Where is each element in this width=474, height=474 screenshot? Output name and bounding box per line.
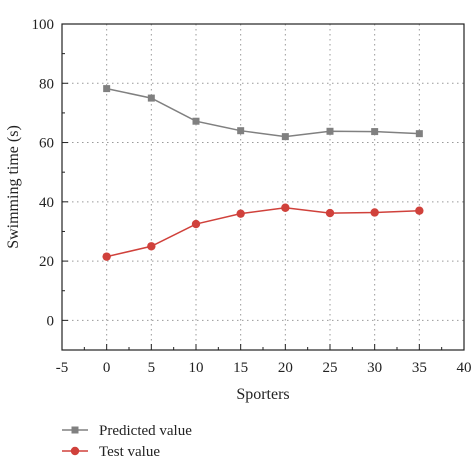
legend-label: Predicted value — [99, 423, 192, 439]
series-line-predicted — [106, 87, 420, 138]
x-tick-label: 25 — [323, 360, 338, 376]
x-tick-label: 10 — [189, 360, 204, 376]
predicted-point — [237, 127, 245, 135]
predicted-point — [371, 128, 379, 136]
series — [102, 85, 424, 261]
grid — [62, 24, 464, 350]
x-tick-label: 5 — [148, 360, 156, 376]
predicted-point — [147, 94, 155, 102]
predicted-point — [192, 117, 200, 125]
x-tick-label: 0 — [103, 360, 111, 376]
predicted-point — [415, 130, 423, 138]
test-point — [236, 209, 245, 218]
x-tick-label: 15 — [233, 360, 248, 376]
x-tick-label: 35 — [412, 360, 427, 376]
y-tick-label: 60 — [39, 136, 54, 152]
test-point — [191, 219, 201, 229]
test-point — [370, 208, 379, 217]
y-tick-label: 20 — [39, 254, 54, 270]
x-tick-label: 40 — [457, 360, 472, 376]
test-point — [325, 208, 335, 218]
x-tick-label: 30 — [367, 360, 382, 376]
y-tick-label: 0 — [47, 313, 55, 329]
legend: Predicted value Test value — [62, 423, 192, 460]
legend-marker-circle — [70, 446, 80, 456]
y-tick-label: 80 — [39, 76, 54, 92]
y-axis-title: Swimming time (s) — [5, 125, 22, 249]
predicted-point — [103, 85, 111, 93]
predicted-point — [281, 133, 289, 141]
x-tick-label: 20 — [278, 360, 293, 376]
y-tick-label: 100 — [32, 17, 55, 33]
test-point — [147, 242, 156, 251]
x-tick-label: -5 — [56, 360, 69, 376]
test-point — [415, 206, 424, 215]
x-axis-title: Sporters — [236, 386, 289, 403]
test-point — [281, 203, 290, 212]
y-tick-label: 40 — [39, 195, 54, 211]
series-line-test — [106, 206, 420, 258]
test-point — [102, 252, 111, 261]
axis-ticks: -5 0 5 10 15 20 25 30 35 40 0 20 40 60 80 100 — [32, 17, 472, 376]
legend-marker-square — [71, 426, 79, 434]
legend-label: Test value — [99, 444, 160, 460]
predicted-point — [326, 127, 334, 135]
